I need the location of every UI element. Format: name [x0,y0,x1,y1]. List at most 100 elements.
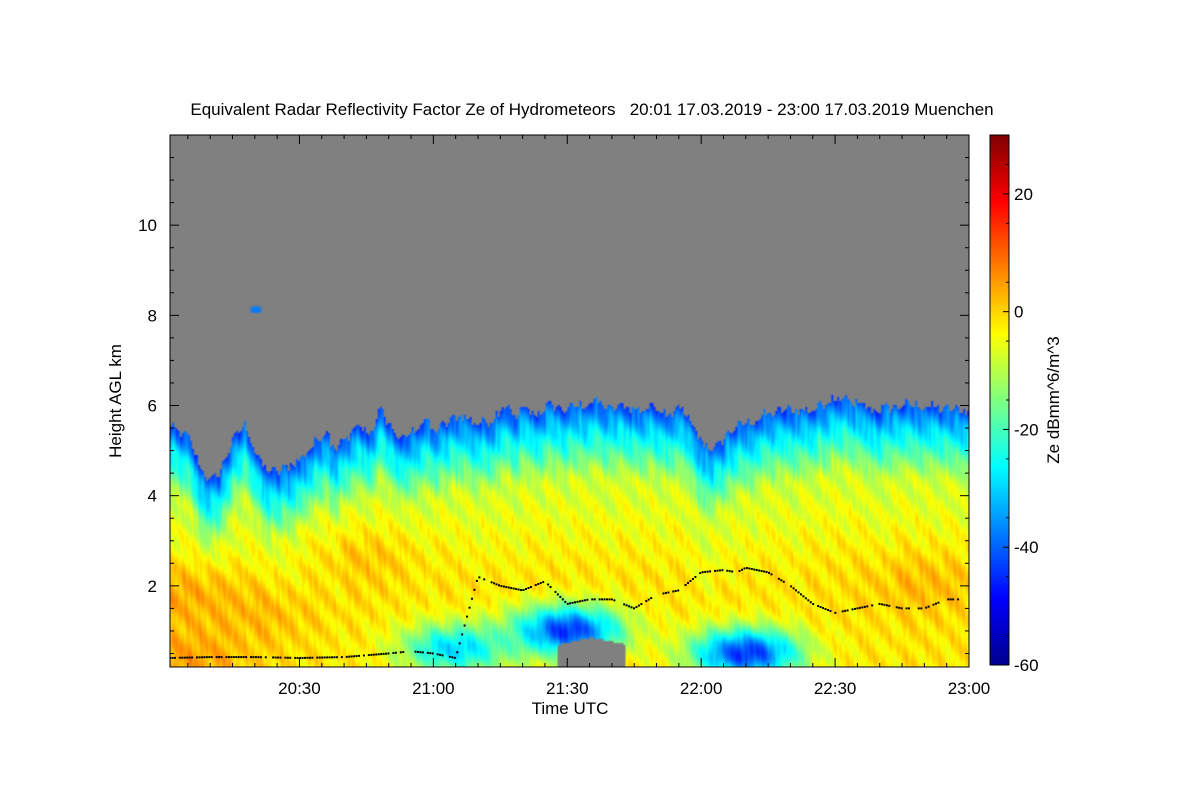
cloud-base-point [937,601,940,604]
cloud-base-point [478,576,481,579]
y-axis: 2 4 6 8 10 [138,157,969,654]
cloud-base-point [468,606,471,609]
cloud-base-point [252,656,255,659]
cloud-base-point [200,656,203,659]
x-tick-label: 21:00 [412,679,455,698]
cloud-base-point [760,570,763,573]
cloud-base-point [748,567,751,570]
cloud-base-point [625,604,628,607]
cloud-base-point [429,652,432,655]
cloud-base-point [237,656,240,659]
cloud-base-point [198,656,201,659]
cloud-base-point [834,611,837,614]
cloud-base-point [554,590,557,593]
cloud-base-point [704,570,707,573]
cloud-base-point [370,653,373,656]
cloud-base-point [851,608,854,611]
colorbar-tick-label: -40 [1014,538,1039,557]
cloud-base-point [753,568,756,571]
x-tick-label: 22:30 [814,679,857,698]
cloud-base-point [173,656,176,659]
cloud-base-point [888,604,891,607]
cloud-base-point [647,598,650,601]
colorbar-label: Ze dBmm^6/m^3 [1044,336,1063,463]
cloud-base-point [289,656,292,659]
cloud-base-point [296,656,299,659]
cloud-base-point [520,589,523,592]
cloud-base-markers [170,567,960,659]
cloud-base-point [505,586,508,589]
cloud-base-point [917,607,920,610]
cloud-base-point [768,571,771,574]
cloud-base-point [326,656,329,659]
cloud-base-point [421,651,424,654]
cloud-base-point [790,585,793,588]
cloud-base-point [780,579,783,582]
cloud-base-point [586,598,589,601]
cloud-base-point [898,606,901,609]
cloud-base-point [689,579,692,582]
cloud-base-point [593,598,596,601]
cloud-base-point [242,656,245,659]
cloud-base-point [441,654,444,657]
cloud-base-point [957,598,960,601]
cloud-base-point [822,607,825,610]
cloud-base-point [328,656,331,659]
cloud-base-point [188,656,191,659]
reflectivity-heatmap [170,135,969,667]
cloud-base-point [650,597,653,600]
cloud-base-point [664,591,667,594]
cloud-base-point [218,656,221,659]
plot-frame [169,134,970,668]
cloud-base-point [299,656,302,659]
y-axis-label: Height AGL km [106,344,125,458]
cloud-base-point [691,577,694,580]
cloud-base-point [900,607,903,610]
cloud-base-point [745,567,748,570]
cloud-base-point [402,651,405,654]
cloud-base-point [605,598,608,601]
cloud-base-point [512,587,515,590]
cloud-base-point [556,593,559,596]
cloud-base-point [797,591,800,594]
y-tick-label: 4 [148,487,157,506]
cloud-base-point [245,656,248,659]
cloud-base-point [817,605,820,608]
cloud-base-point [186,656,189,659]
cloud-base-point [318,656,321,659]
cloud-base-point [804,597,807,600]
y-tick-label: 6 [148,397,157,416]
cloud-base-point [542,581,545,584]
cloud-base-point [674,589,677,592]
cloud-base-point [728,570,731,573]
cloud-base-point [308,656,311,659]
cloud-base-point [466,615,469,618]
cloud-base-point [640,603,643,606]
cloud-base-point [301,656,304,659]
y-tick-label: 8 [148,306,157,325]
cloud-base-point [483,578,486,581]
cloud-base-point [635,606,638,609]
cloud-base-point [436,653,439,656]
colorbar-tick-label: 0 [1014,303,1023,322]
cloud-base-point [210,656,213,659]
cloud-base-point [628,605,631,608]
cloud-base-point [559,595,562,598]
cloud-base-point [380,653,383,656]
cloud-base-point [863,605,866,608]
colorbar-gradient [990,135,1009,665]
cloud-base-point [240,656,243,659]
cloud-base-point [576,600,579,603]
y-tick-label: 2 [148,577,157,596]
cloud-base-point [547,583,550,586]
cloud-base-point [475,579,478,582]
cloud-base-point [372,653,375,656]
cloud-base-point [529,586,532,589]
cloud-base-point [603,598,606,601]
cloud-base-point [539,582,542,585]
cloud-base-point [637,604,640,607]
cloud-base-point [861,606,864,609]
cloud-base-point [358,654,361,657]
cloud-base-point [949,598,952,601]
